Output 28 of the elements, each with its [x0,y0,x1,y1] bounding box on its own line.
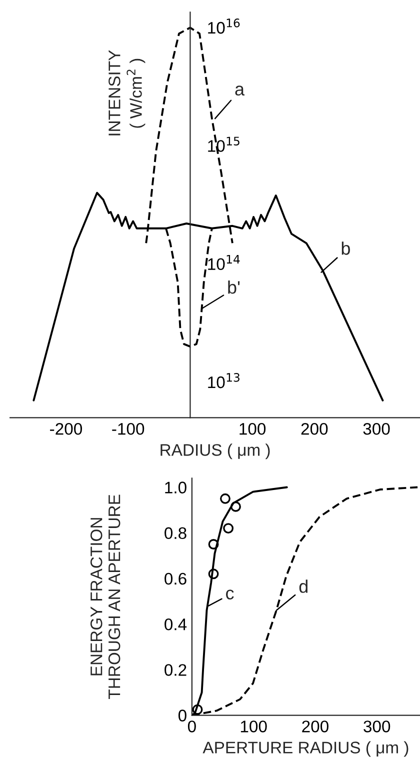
annotation: b' [228,280,240,294]
y-tick-label: 0.4 [164,618,187,630]
x-tick-label: 100 [240,720,267,732]
y-tick-label: 0.8 [164,527,186,540]
x-tick-label: 300 [364,720,390,732]
y-tick-label: 10$^{13}$ [208,372,240,388]
x-tick-label: -100 [112,422,144,435]
x-tick-label: 300 [363,422,390,435]
x-tick-label: 200 [301,422,328,435]
x-tick-label: -200 [50,422,82,435]
x-axis-title: APERTURE RADIUS ( μm ) [202,741,408,757]
y-axis-title: ENERGY FRACTION THROUGH AN APERTURE [90,494,120,699]
x-tick-label: 100 [240,422,266,435]
annotation: b [342,242,350,255]
y-tick-label: 0.6 [164,572,186,585]
y-tick-label: 0.2 [164,664,186,676]
annotation: c [226,590,234,600]
y-tick-label: 10$^{14}$ [208,255,240,270]
x-tick-label: 200 [302,720,328,732]
x-axis-title: RADIUS ( μm ) [160,444,270,460]
y-tick-label: 10$^{16}$ [208,18,240,34]
y-tick-label: 0 [178,710,186,722]
y-tick-label: 1.0 [165,482,186,494]
y-axis-title: INTENSITY ( W/cm$^{2}$ ) [108,50,146,136]
x-tick-label: 0 [188,720,196,732]
annotation: a [235,86,245,96]
y-tick-label: 10$^{15}$ [208,136,240,152]
annotation: d [299,580,308,593]
